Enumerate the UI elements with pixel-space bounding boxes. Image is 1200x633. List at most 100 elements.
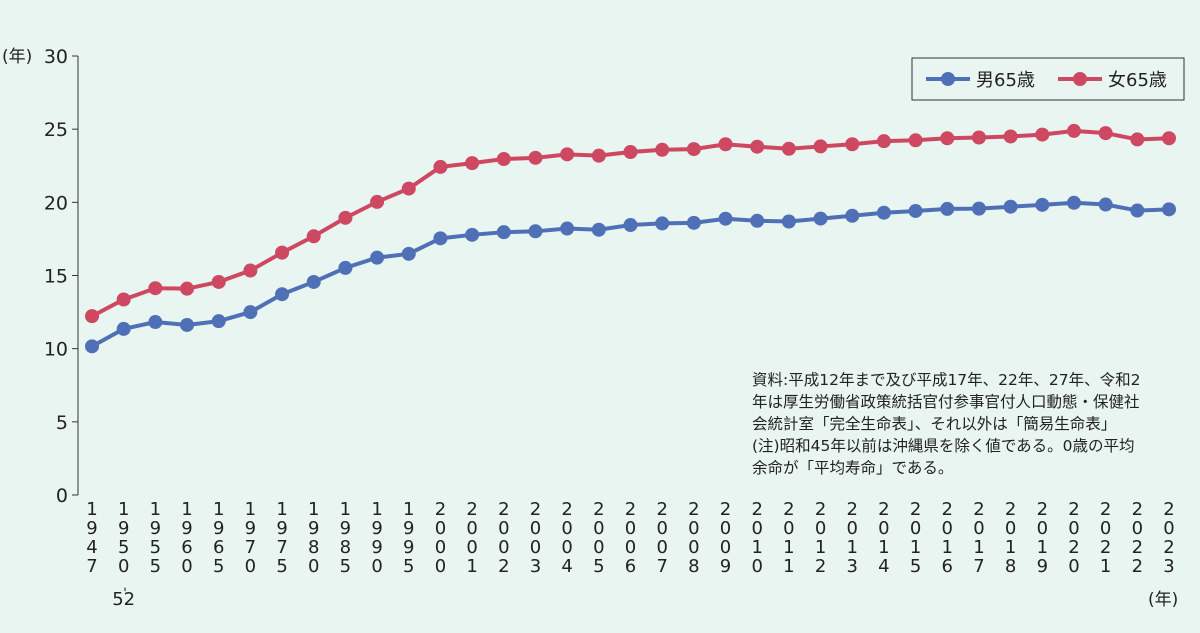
annotation: (注)昭和45年以前は沖縄県を除く値である。0歳の平均 bbox=[752, 437, 1135, 455]
data-point bbox=[496, 225, 511, 240]
data-point bbox=[623, 218, 638, 233]
data-point bbox=[686, 142, 701, 157]
data-point bbox=[338, 260, 353, 275]
data-point bbox=[85, 339, 99, 354]
x-axis-label: (年) bbox=[1148, 590, 1178, 610]
data-point bbox=[148, 281, 163, 296]
data-point bbox=[686, 215, 701, 230]
legend-marker bbox=[1073, 72, 1087, 86]
data-point bbox=[1098, 126, 1113, 141]
data-point bbox=[971, 130, 986, 145]
data-point bbox=[655, 142, 670, 157]
annotation: 余命が「平均寿命」である。 bbox=[752, 458, 953, 477]
y-tick-label: 20 bbox=[44, 192, 68, 214]
data-point bbox=[845, 208, 860, 223]
data-point bbox=[908, 203, 923, 218]
legend-box bbox=[911, 57, 1185, 101]
y-axis-label: (年) bbox=[2, 47, 32, 67]
data-point bbox=[528, 224, 543, 239]
data-point bbox=[1130, 203, 1145, 218]
y-tick-label: 0 bbox=[56, 485, 68, 507]
annotation: 資料:平成12年まで及び平成17年、22年、27年、令和2 bbox=[752, 371, 1140, 389]
data-point bbox=[876, 134, 891, 149]
data-point bbox=[433, 159, 448, 174]
data-point bbox=[465, 227, 480, 242]
data-point bbox=[813, 139, 828, 154]
data-point bbox=[591, 148, 606, 163]
data-point bbox=[180, 281, 195, 296]
data-point bbox=[591, 222, 606, 237]
data-point bbox=[1098, 197, 1113, 212]
data-point bbox=[338, 210, 353, 225]
annotation: 会統計室「完全生命表」、それ以外は「簡易生命表」 bbox=[752, 415, 1116, 433]
data-point bbox=[781, 141, 796, 156]
data-point bbox=[1003, 129, 1018, 144]
data-point bbox=[465, 156, 480, 171]
data-point bbox=[211, 314, 226, 329]
data-point bbox=[1162, 202, 1176, 217]
data-point bbox=[306, 274, 321, 289]
data-point bbox=[496, 152, 511, 167]
data-point bbox=[560, 221, 575, 236]
data-point bbox=[1130, 132, 1145, 147]
y-tick-label: 10 bbox=[44, 339, 68, 361]
data-point bbox=[116, 292, 131, 307]
data-point bbox=[243, 305, 258, 320]
data-point bbox=[211, 274, 226, 289]
data-point bbox=[370, 194, 385, 209]
data-point bbox=[940, 201, 955, 216]
data-point bbox=[433, 231, 448, 246]
data-point bbox=[370, 250, 385, 265]
y-tick-label: 25 bbox=[44, 119, 68, 141]
data-point bbox=[401, 181, 416, 196]
data-point bbox=[1003, 199, 1018, 214]
data-point bbox=[1035, 127, 1050, 142]
data-point bbox=[655, 216, 670, 231]
data-point bbox=[275, 245, 290, 260]
data-point bbox=[116, 321, 131, 336]
data-point bbox=[275, 287, 290, 302]
data-point bbox=[623, 144, 638, 159]
legend-label: 女65歳 bbox=[1108, 70, 1167, 91]
x-tick-label: 1 9 5 0 -52 bbox=[112, 499, 135, 610]
data-point bbox=[560, 147, 575, 162]
annotation: 年は厚生労働省政策統括官付参事官付人口動態・保健社 bbox=[752, 393, 1140, 411]
data-point bbox=[940, 131, 955, 146]
data-point bbox=[1162, 131, 1176, 146]
legend-label: 男65歳 bbox=[976, 70, 1035, 91]
data-point bbox=[908, 133, 923, 148]
data-point bbox=[401, 246, 416, 261]
data-point bbox=[971, 201, 986, 216]
data-point bbox=[528, 150, 543, 165]
data-point bbox=[180, 317, 195, 332]
